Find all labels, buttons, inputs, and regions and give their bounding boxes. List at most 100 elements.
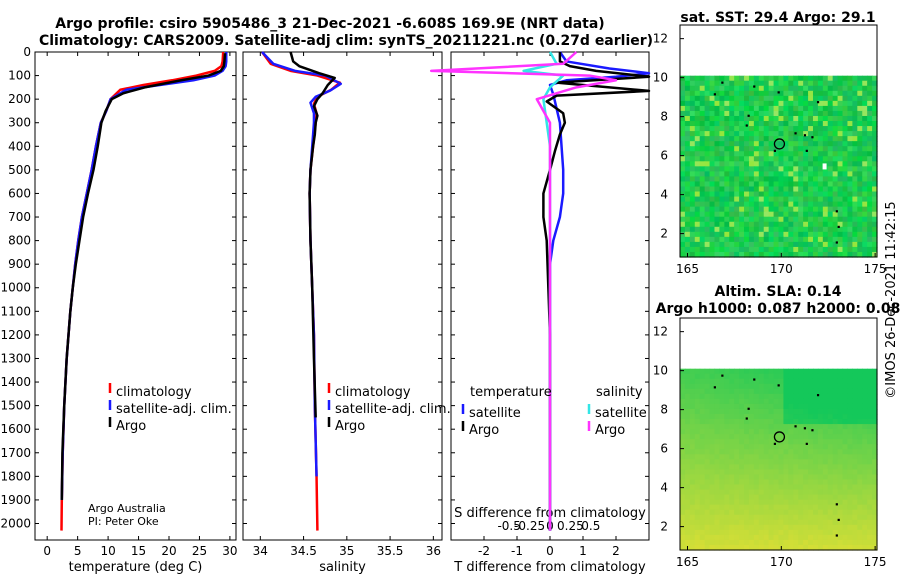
difference-xtick-label: 2 [612,544,620,558]
temperature-xtick-label: 30 [222,544,237,558]
sst-missing-cell [822,163,827,170]
sst-map-title: sat. SST: 29.4 Argo: 29.1 [680,10,875,26]
diff-legend-label: Argo [595,423,625,438]
sla_map-island-dot [835,503,838,506]
sla_map-island-dot [777,384,780,387]
sla_map-ytick-label: 2 [660,520,668,534]
difference-line-s-satellite [522,51,565,531]
depth-tick-label: 1900 [0,493,31,507]
temperature-xtick-label: 25 [192,544,207,558]
diff-legend-header-salinity: salinity [596,385,643,400]
sla_map-island-dot [816,394,820,397]
figure-title-line1: Argo profile: csiro 5905486_3 21-Dec-202… [55,16,604,32]
sst_map-island-dot [745,124,748,127]
sla_map-island-dot [721,374,724,377]
depth-tick-label: 2000 [0,516,31,530]
sla-map-title: Altim. SLA: 0.14 [714,284,841,300]
sla_map-xtick-label: 170 [770,555,793,569]
salinity-xtick-label: 34 [253,544,268,558]
salinity-line-climatology [261,51,342,531]
depth-tick-label: 1100 [0,304,31,318]
sst_map-island-dot [794,132,797,135]
salinity-xtick-label: 35.5 [377,544,404,558]
diff-legend-label: satellite [469,406,521,421]
sst_map-island-dot [721,81,724,84]
sst_map-xtick-label: 165 [676,262,699,276]
sst_map-island-dot [713,93,716,96]
difference-panel: -2 -1 0 1 2 T difference from climatology -0.5… [429,51,651,575]
sla_map-ytick-label: 12 [653,325,668,339]
difference-line-s-argo [429,51,618,531]
temperature-line-argo [60,53,227,500]
sla_map-island-dot [753,378,756,381]
temperature-xtick-label: 15 [131,544,146,558]
sla-map-subtitle: Argo h1000: 0.087 h2000: 0.08 [656,301,900,317]
depth-tick-label: 600 [8,186,31,200]
difference-xtick2-label: -0.25 [514,519,545,533]
sst_map-island-dot [803,134,807,137]
temperature-panel: 0100200300400500600700800900100011001200… [0,45,237,575]
sla_map-frame [679,317,878,551]
difference-xtick2-label: 0.25 [557,519,584,533]
sla_map-island-dot [794,425,797,428]
sst_map-island-dot [753,85,756,88]
sla_map-island-dot [745,417,748,420]
depth-tick-label: 400 [8,139,31,153]
depth-tick-label: 200 [8,92,31,106]
difference-xtick-label: -1 [511,544,523,558]
sst_map-island-dot [816,101,820,104]
temperature-legend-label: Argo [116,419,146,434]
diff-legend-header-temperature: temperature [470,385,552,400]
sla_map-ytick-label: 6 [660,442,668,456]
sla_map-island-dot [835,534,838,537]
depth-tick-label: 1400 [0,375,31,389]
sla_map-island-dot [803,427,807,430]
difference-xtick-label: 1 [579,544,587,558]
temperature-legend-label: climatology [116,385,192,400]
depth-tick-label: 500 [8,163,31,177]
sla_map-island-dot [773,442,777,445]
depth-tick-label: 700 [8,210,31,224]
sla_map-panel: 165 170 175 2 4 6 8 10 12 [653,317,887,569]
sst_map-xtick-label: 175 [864,262,887,276]
figure-title-line2: Climatology: CARS2009. Satellite-adj cli… [39,33,653,49]
temperature-xtick-label: 10 [100,544,115,558]
difference-xlabel: T difference from climatology [453,560,646,575]
temperature-xlabel: temperature (deg C) [69,560,203,575]
depth-tick-label: 1600 [0,422,31,436]
imos-watermark: ©IMOS 26-Dec-2021 11:42:15 [884,201,899,398]
sst_map-ytick-label: 4 [660,188,668,202]
sla_map-ytick-label: 8 [660,403,668,417]
depth-tick-label: 1800 [0,469,31,483]
sst_map-frame [679,24,878,258]
sst_map-island-dot [811,136,814,139]
sst_map-island-dot [777,91,780,94]
salinity-xtick-label: 35 [339,544,354,558]
depth-tick-label: 1000 [0,281,31,295]
sla_map-profile-marker [773,431,786,443]
diff-legend-label: Argo [469,423,499,438]
salinity-xtick-label: 34.5 [290,544,317,558]
sla_map-island-dot [713,386,716,389]
salinity-legend-label: satellite-adj. clim. [335,402,451,417]
sst_map-island-dot [835,210,838,213]
sst_map-panel: 165 170 175 2 4 6 8 10 12 [653,24,887,276]
sst_map-ytick-label: 12 [653,32,668,46]
difference-xtick-label: -2 [478,544,490,558]
sst_map-island-dot [835,241,838,244]
sst_map-xtick-label: 170 [770,262,793,276]
sla_map-ytick-label: 10 [653,364,668,378]
sst_map-island-dot [773,149,777,152]
difference-xtick2-label: -0.5 [497,519,520,533]
depth-tick-label: 1700 [0,446,31,460]
difference-xtick2-label: 0.5 [581,519,600,533]
sst_map-ytick-label: 10 [653,71,668,85]
sst_map-profile-marker [773,138,786,150]
credit-line1: Argo Australia [88,502,166,515]
difference-xtick-label: 0 [546,544,554,558]
depth-tick-label: 300 [8,116,31,130]
sla_map-island-dot [837,518,840,522]
difference-line-t-argo [542,52,651,531]
sla_map-island-dot [811,429,814,432]
